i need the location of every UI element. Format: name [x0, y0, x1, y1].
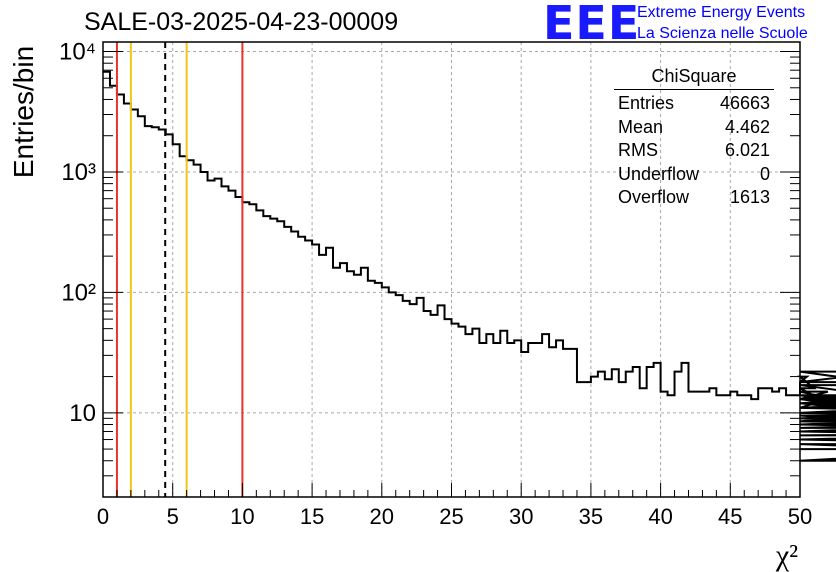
x-tick-label: 20 — [370, 504, 394, 529]
x-tick-label: 0 — [97, 504, 109, 529]
logo-line-2: La Scienza nelle Scuole — [637, 25, 808, 42]
x-tick-label: 15 — [300, 504, 324, 529]
x-tick-label: 45 — [718, 504, 742, 529]
stats-row-entries: Entries 46663 — [608, 92, 780, 116]
y-axis-label: Entries/bin — [8, 46, 39, 178]
histogram-outline — [103, 70, 836, 462]
stats-title: ChiSquare — [614, 66, 774, 90]
run-title: SALE-03-2025-04-23-00009 — [84, 8, 399, 36]
stats-box: ChiSquare Entries 46663 Mean 4.462 RMS 6… — [608, 66, 780, 210]
x-tick-label: 10 — [230, 504, 254, 529]
y-tick-label: 10⁴ — [59, 39, 96, 66]
stats-row-underflow: Underflow 0 — [608, 163, 780, 187]
stats-value: 6.021 — [724, 140, 770, 160]
stats-value: 46663 — [719, 93, 770, 113]
eee-logo: EEE — [543, 0, 641, 50]
y-tick-label: 10 — [69, 400, 96, 427]
axis-ticks — [102, 51, 801, 498]
x-axis-label: χ² — [775, 539, 798, 572]
stats-label: Underflow — [618, 163, 700, 184]
histogram-series — [103, 70, 836, 462]
x-tick-label: 30 — [509, 504, 533, 529]
stats-row-mean: Mean 4.462 — [608, 116, 780, 140]
stats-row-overflow: Overflow 1613 — [608, 186, 780, 210]
x-tick-label: 25 — [439, 504, 463, 529]
grid — [103, 42, 800, 497]
stats-label: Overflow — [618, 187, 690, 207]
stats-row-rms: RMS 6.021 — [608, 139, 780, 163]
stats-value: 0 — [759, 163, 770, 184]
logo-line-1: Extreme Energy Events — [637, 4, 806, 21]
y-tick-label: 10² — [61, 279, 96, 306]
x-tick-label: 5 — [167, 504, 179, 529]
x-tick-label: 50 — [788, 504, 812, 529]
reference-lines — [115, 42, 244, 497]
stats-value: 4.462 — [724, 116, 770, 137]
stats-label: RMS — [618, 140, 658, 160]
tick-labels: 0 5 10 15 20 25 30 35 40 45 50 10 10² 10³ 10⁴ — [59, 39, 812, 529]
y-tick-label: 10³ — [61, 159, 96, 186]
stats-label: Entries — [618, 93, 675, 113]
stats-label: Mean — [618, 116, 664, 137]
x-tick-label: 40 — [648, 504, 672, 529]
stats-value: 1613 — [729, 187, 770, 207]
x-tick-label: 35 — [579, 504, 603, 529]
